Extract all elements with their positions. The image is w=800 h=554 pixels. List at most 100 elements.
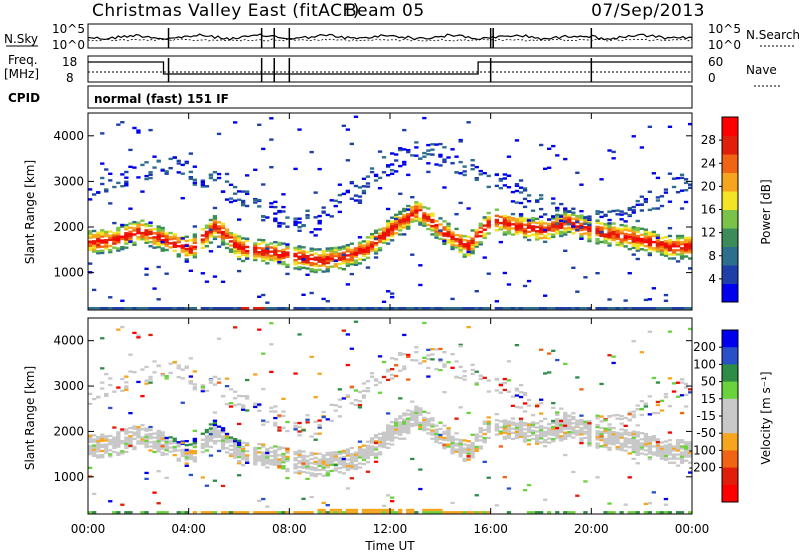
power-cell [587,223,592,227]
velocity-cell [317,419,322,422]
velocity-cell [506,390,512,393]
power-cell [293,307,298,310]
power-cell [583,222,588,225]
power-cell [92,193,97,196]
power-cell [502,227,507,230]
velocity-cell [390,377,395,380]
velocity-cell [357,440,363,443]
velocity-cell [265,462,270,465]
power-cell [442,234,447,237]
velocity-cell [506,432,512,435]
velocity-cell [675,457,681,460]
power-cell [124,307,129,310]
velocity-cell [176,449,181,452]
velocity-cell [297,472,302,475]
power-cell [394,221,399,225]
power-cell [373,229,379,232]
power-cell [281,307,286,310]
power-cell [514,226,520,229]
power-cell [675,260,681,263]
velocity-cell [627,446,632,449]
velocity-cell [277,466,282,469]
velocity-cell [599,439,604,442]
power-cell [329,251,334,254]
velocity-cell [647,511,652,514]
power-cell [160,240,165,244]
power-cell [555,206,560,210]
velocity-cell [567,430,572,434]
power-cell [683,251,689,254]
velocity-cell [438,427,443,431]
power-cell [446,156,451,159]
power-cell [446,307,451,310]
velocity-cell [273,451,278,454]
power-cell [136,229,141,233]
power-cell [667,253,673,256]
power-cell [253,168,258,171]
power-cell [611,150,616,154]
power-cell [571,213,576,216]
power-cell [112,240,117,243]
power-cell [595,227,600,231]
power-cell [281,262,286,266]
velocity-cell [643,443,648,446]
velocity-cell [160,447,165,450]
velocity-cell [241,395,246,398]
velocity-cell [639,442,644,445]
colorbar-tick-label: 28 [701,133,716,147]
power-cell [233,185,238,189]
power-cell [237,198,242,201]
velocity-cell [635,453,640,456]
velocity-cell [390,368,395,371]
power-cell [257,238,262,242]
velocity-cell [474,445,479,448]
power-cell [506,217,512,221]
power-cell [381,171,387,174]
velocity-cell [526,484,532,487]
velocity-cell [128,353,133,356]
velocity-cell [390,427,395,430]
power-cell [233,241,238,245]
power-cell [144,229,149,232]
power-cell [180,248,185,251]
velocity-cell [325,472,330,475]
power-cell [478,234,483,238]
velocity-cell [156,431,161,435]
power-cell [454,244,459,247]
velocity-cell [611,437,616,440]
velocity-cell [567,420,572,423]
velocity-cell [647,502,652,505]
power-cell [390,152,395,155]
velocity-cell [579,423,584,426]
velocity-cell [506,424,512,427]
power-cell [297,265,302,269]
velocity-cell [212,511,218,514]
velocity-cell [176,364,181,367]
power-cell [394,170,399,173]
power-cell [599,178,604,181]
velocity-cell [671,461,677,464]
power-cell [623,226,628,230]
velocity-cell [563,424,568,427]
power-cell [522,236,528,239]
power-cell [108,172,113,175]
velocity-cell [277,458,282,461]
velocity-cell [526,404,532,407]
velocity-cell [615,431,620,434]
velocity-cell [498,432,503,435]
velocity-cell [321,456,326,459]
velocity-cell [623,429,628,432]
velocity-cell [631,448,636,452]
power-cell [402,209,407,213]
power-cell [394,215,399,218]
velocity-cell [192,460,197,463]
power-cell [671,240,677,244]
power-cell [212,219,218,222]
velocity-cell [325,511,330,514]
velocity-cell [353,459,359,462]
velocity-cell [418,411,423,414]
velocity-cell [446,437,451,440]
power-cell [305,261,310,264]
power-cell [365,307,371,310]
velocity-cell [253,448,258,452]
